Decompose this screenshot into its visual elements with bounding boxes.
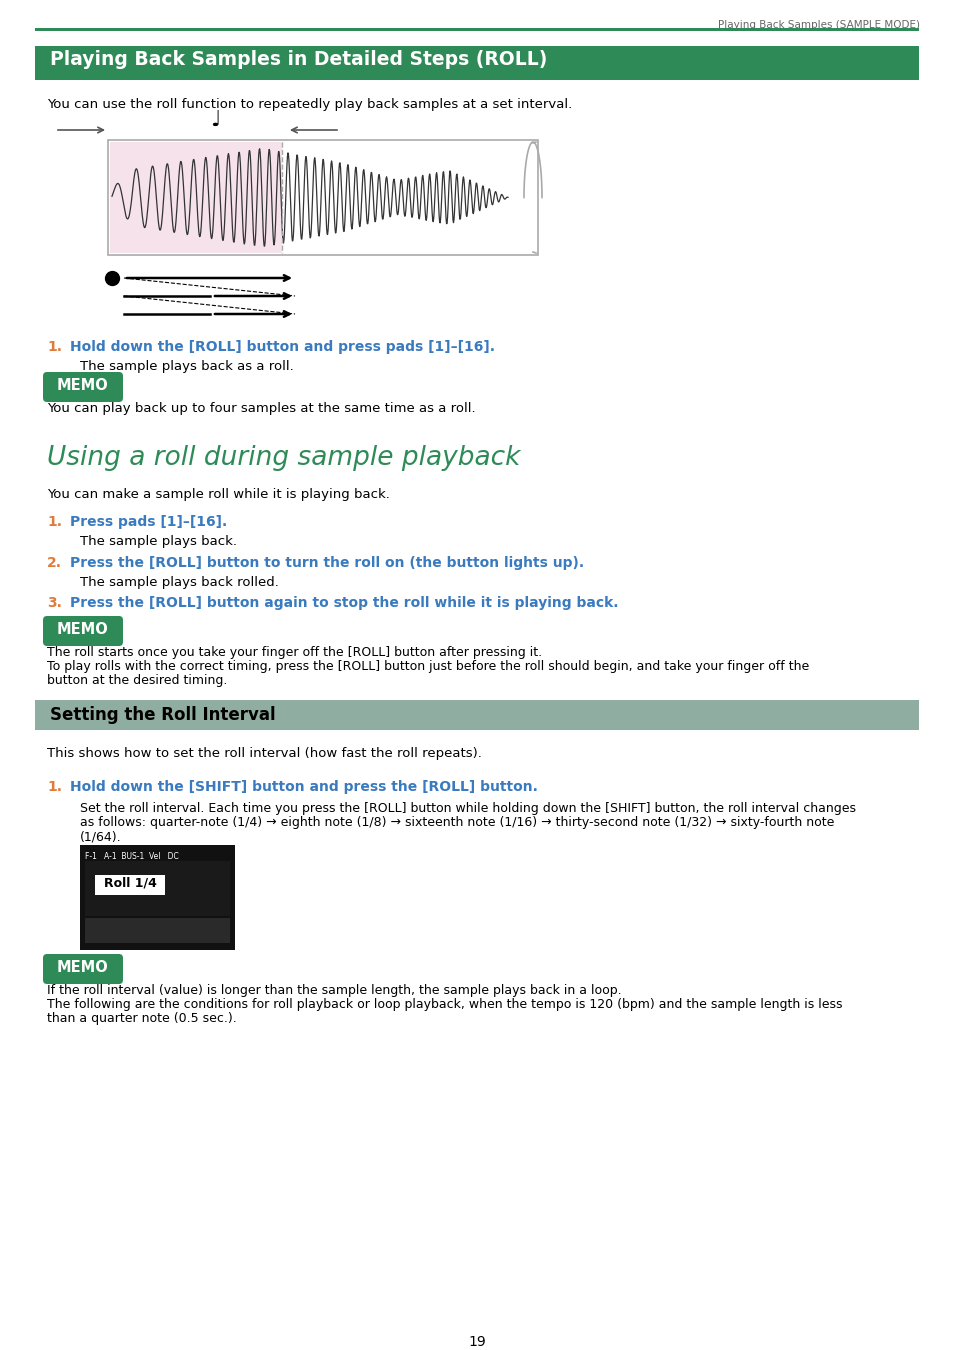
Bar [47, 377, 119, 398]
Text: You can use the roll function to repeatedly play back samples at a set interval.: You can use the roll function to repeate… [47, 99, 572, 111]
Bar [35, 701, 918, 730]
Text: Playing Back Samples (SAMPLE MODE): Playing Back Samples (SAMPLE MODE) [718, 20, 919, 30]
Text: You can play back up to four samples at the same time as a roll.: You can play back up to four samples at … [47, 402, 476, 414]
Text: The sample plays back as a roll.: The sample plays back as a roll. [80, 360, 294, 373]
Text: Playing Back Samples in Detailed Steps (ROLL): Playing Back Samples in Detailed Steps (… [50, 50, 547, 69]
FancyBboxPatch shape [43, 616, 123, 647]
Text: 1.: 1. [47, 780, 62, 794]
Text: Using a roll during sample playback: Using a roll during sample playback [47, 446, 519, 471]
Text: ♩: ♩ [210, 109, 220, 130]
Bar [108, 140, 537, 255]
Bar [85, 861, 230, 917]
Text: MEMO: MEMO [57, 622, 109, 637]
Bar [35, 28, 918, 31]
Text: The sample plays back.: The sample plays back. [80, 535, 236, 548]
Text: than a quarter note (0.5 sec.).: than a quarter note (0.5 sec.). [47, 1012, 236, 1025]
Bar [35, 46, 918, 80]
FancyBboxPatch shape [43, 954, 123, 984]
Text: button at the desired timing.: button at the desired timing. [47, 674, 227, 687]
Text: This shows how to set the roll interval (how fast the roll repeats).: This shows how to set the roll interval … [47, 747, 481, 760]
Text: If the roll interval (value) is longer than the sample length, the sample plays : If the roll interval (value) is longer t… [47, 984, 621, 998]
FancyBboxPatch shape [43, 373, 123, 402]
Text: Setting the Roll Interval: Setting the Roll Interval [50, 706, 275, 724]
Text: MEMO: MEMO [57, 378, 109, 393]
Text: F-1   A-1  BUS-1  Vel   DC: F-1 A-1 BUS-1 Vel DC [85, 852, 178, 861]
Text: 1.: 1. [47, 340, 62, 354]
Text: Hold down the [SHIFT] button and press the [ROLL] button.: Hold down the [SHIFT] button and press t… [70, 780, 537, 794]
Bar [110, 142, 282, 252]
Text: as follows: quarter-note (1/4) → eighth note (1/8) → sixteenth note (1/16) → thi: as follows: quarter-note (1/4) → eighth … [80, 815, 834, 829]
Text: 19: 19 [468, 1335, 485, 1349]
Text: To play rolls with the correct timing, press the [ROLL] button just before the r: To play rolls with the correct timing, p… [47, 660, 808, 674]
Text: Hold down the [ROLL] button and press pads [1]–[16].: Hold down the [ROLL] button and press pa… [70, 340, 495, 354]
Text: Set the roll interval. Each time you press the [ROLL] button while holding down : Set the roll interval. Each time you pre… [80, 802, 855, 815]
Text: Press pads [1]–[16].: Press pads [1]–[16]. [70, 514, 227, 529]
Text: Press the [ROLL] button again to stop the roll while it is playing back.: Press the [ROLL] button again to stop th… [70, 595, 618, 610]
Text: The sample plays back rolled.: The sample plays back rolled. [80, 576, 278, 589]
Text: Roll 1/4: Roll 1/4 [104, 876, 156, 890]
Bar [80, 845, 234, 950]
Text: The following are the conditions for roll playback or loop playback, when the te: The following are the conditions for rol… [47, 998, 841, 1011]
Text: MEMO: MEMO [57, 960, 109, 975]
Bar [95, 875, 165, 895]
Text: 1.: 1. [47, 514, 62, 529]
Text: 3.: 3. [47, 595, 62, 610]
Bar [85, 918, 230, 944]
Text: 2.: 2. [47, 556, 62, 570]
Text: The roll starts once you take your finger off the [ROLL] button after pressing i: The roll starts once you take your finge… [47, 647, 541, 659]
Text: Press the [ROLL] button to turn the roll on (the button lights up).: Press the [ROLL] button to turn the roll… [70, 556, 583, 570]
Text: (1/64).: (1/64). [80, 830, 121, 842]
Text: You can make a sample roll while it is playing back.: You can make a sample roll while it is p… [47, 487, 390, 501]
